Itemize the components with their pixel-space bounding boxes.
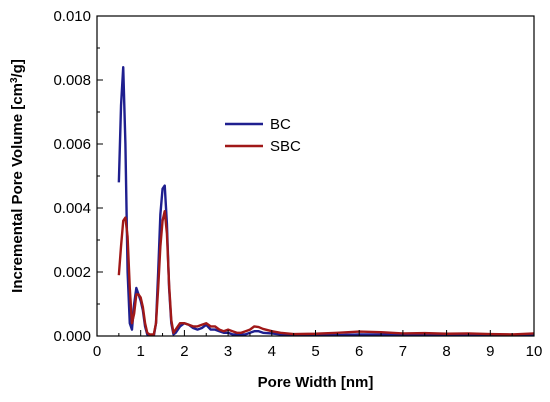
- y-axis-label-end: /g]: [9, 59, 26, 77]
- x-tick-label: 10: [526, 343, 543, 360]
- series-line-sbc: [117, 210, 534, 336]
- legend-label-bc: BC: [270, 116, 291, 133]
- x-tick-label: 6: [355, 343, 363, 360]
- legend: BC SBC: [225, 116, 301, 155]
- x-tick-label: 4: [268, 343, 276, 360]
- plot-area: [117, 66, 534, 336]
- series-line-bc: [117, 66, 534, 336]
- x-tick-label: 7: [399, 343, 407, 360]
- y-axis-label-main: Incremental Pore Volume [cm: [9, 83, 26, 293]
- y-axis: 0.000 0.002 0.004 0.006 0.008 0.010: [53, 8, 103, 345]
- x-tick-label: 8: [442, 343, 450, 360]
- plot-frame: [96, 15, 535, 337]
- y-tick-label: 0.008: [53, 72, 91, 89]
- y-tick-label: 0.006: [53, 136, 91, 153]
- x-tick-label: 3: [224, 343, 232, 360]
- x-tick-label: 9: [486, 343, 494, 360]
- y-tick-label: 0.000: [53, 328, 91, 345]
- y-tick-label: 0.004: [53, 200, 91, 217]
- x-tick-label: 0: [93, 343, 101, 360]
- legend-label-sbc: SBC: [270, 138, 301, 155]
- y-axis-label-sup: 3: [9, 77, 20, 83]
- y-tick-label: 0.002: [53, 264, 91, 281]
- x-tick-label: 1: [137, 343, 145, 360]
- y-tick-label: 0.010: [53, 8, 91, 25]
- x-tick-label: 2: [180, 343, 188, 360]
- x-axis-label: Pore Width [nm]: [258, 374, 374, 391]
- x-axis: 0 1 2 3 4 5 6 7 8 9 10: [93, 330, 543, 360]
- y-axis-label: Incremental Pore Volume [cm3/g]: [9, 59, 27, 293]
- x-tick-label: 5: [311, 343, 319, 360]
